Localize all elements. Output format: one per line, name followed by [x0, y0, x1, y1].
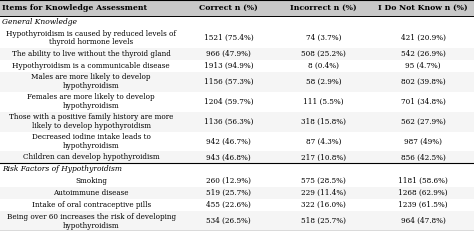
- Text: 519 (25.7%): 519 (25.7%): [206, 189, 251, 197]
- Text: Those with a positive family history are more
likely to develop hypothyroidism: Those with a positive family history are…: [9, 113, 173, 130]
- Text: 260 (12.9%): 260 (12.9%): [206, 177, 251, 185]
- Text: 95 (4.7%): 95 (4.7%): [405, 62, 441, 70]
- Text: The ability to live without the thyroid gland: The ability to live without the thyroid …: [12, 50, 171, 58]
- Text: 966 (47.9%): 966 (47.9%): [206, 50, 251, 58]
- Bar: [0, 28, 474, 48]
- Bar: [0, 187, 474, 199]
- Text: 701 (34.8%): 701 (34.8%): [401, 98, 446, 106]
- Bar: [0, 92, 474, 112]
- Text: Hypothyroidism is caused by reduced levels of
thyroid hormone levels: Hypothyroidism is caused by reduced leve…: [6, 30, 176, 46]
- Text: 1913 (94.9%): 1913 (94.9%): [204, 62, 254, 70]
- Text: 1136 (56.3%): 1136 (56.3%): [204, 118, 254, 126]
- Text: 534 (26.5%): 534 (26.5%): [206, 217, 251, 225]
- Text: 518 (25.7%): 518 (25.7%): [301, 217, 346, 225]
- Text: 1268 (62.9%): 1268 (62.9%): [398, 189, 448, 197]
- Text: 942 (46.7%): 942 (46.7%): [206, 137, 251, 146]
- Bar: [0, 152, 474, 163]
- Text: Decreased iodine intake leads to
hypothyroidism: Decreased iodine intake leads to hypothy…: [32, 133, 151, 150]
- Text: 318 (15.8%): 318 (15.8%): [301, 118, 346, 126]
- Text: Males are more likely to develop
hypothyroidism: Males are more likely to develop hypothy…: [31, 73, 151, 90]
- Text: 542 (26.9%): 542 (26.9%): [401, 50, 446, 58]
- Text: I Do Not Know n (%): I Do Not Know n (%): [378, 4, 468, 12]
- Bar: [0, 72, 474, 92]
- Text: 322 (16.0%): 322 (16.0%): [301, 201, 346, 209]
- Text: 508 (25.2%): 508 (25.2%): [301, 50, 346, 58]
- Bar: [0, 211, 474, 231]
- Text: Items for Knowledge Assessment: Items for Knowledge Assessment: [2, 4, 147, 12]
- Text: Smoking: Smoking: [75, 177, 107, 185]
- Text: 455 (22.6%): 455 (22.6%): [206, 201, 251, 209]
- Text: 1239 (61.5%): 1239 (61.5%): [398, 201, 448, 209]
- Bar: [0, 199, 474, 211]
- Text: Hypothyroidism is a communicable disease: Hypothyroidism is a communicable disease: [12, 62, 170, 70]
- Text: 421 (20.9%): 421 (20.9%): [401, 34, 446, 42]
- Text: Being over 60 increases the risk of developing
hypothyroidism: Being over 60 increases the risk of deve…: [7, 213, 176, 230]
- Text: 217 (10.8%): 217 (10.8%): [301, 153, 346, 161]
- Text: 987 (49%): 987 (49%): [404, 137, 442, 146]
- Bar: [0, 175, 474, 187]
- Text: 1156 (57.3%): 1156 (57.3%): [204, 78, 254, 86]
- Bar: [0, 163, 474, 175]
- Text: General Knowledge: General Knowledge: [2, 18, 77, 26]
- Text: 229 (11.4%): 229 (11.4%): [301, 189, 346, 197]
- Text: 8 (0.4%): 8 (0.4%): [308, 62, 339, 70]
- Bar: [0, 16, 474, 28]
- Bar: [0, 0, 474, 16]
- Text: Females are more likely to develop
hypothyroidism: Females are more likely to develop hypot…: [27, 93, 155, 110]
- Text: 87 (4.3%): 87 (4.3%): [306, 137, 341, 146]
- Text: 58 (2.9%): 58 (2.9%): [306, 78, 341, 86]
- Text: Risk Factors of Hypothyroidism: Risk Factors of Hypothyroidism: [2, 165, 122, 173]
- Text: Incorrect n (%): Incorrect n (%): [290, 4, 357, 12]
- Bar: [0, 60, 474, 72]
- Text: 111 (5.5%): 111 (5.5%): [303, 98, 344, 106]
- Text: 1204 (59.7%): 1204 (59.7%): [204, 98, 254, 106]
- Text: 964 (47.8%): 964 (47.8%): [401, 217, 446, 225]
- Bar: [0, 48, 474, 60]
- Text: 1521 (75.4%): 1521 (75.4%): [204, 34, 254, 42]
- Text: Intake of oral contraceptive pills: Intake of oral contraceptive pills: [32, 201, 151, 209]
- Text: 562 (27.9%): 562 (27.9%): [401, 118, 446, 126]
- Text: 943 (46.8%): 943 (46.8%): [206, 153, 251, 161]
- Text: 575 (28.5%): 575 (28.5%): [301, 177, 346, 185]
- Text: Correct n (%): Correct n (%): [200, 4, 258, 12]
- Text: 802 (39.8%): 802 (39.8%): [401, 78, 446, 86]
- Text: 856 (42.5%): 856 (42.5%): [401, 153, 446, 161]
- Text: Children can develop hypothyroidism: Children can develop hypothyroidism: [23, 153, 160, 161]
- Text: 74 (3.7%): 74 (3.7%): [306, 34, 341, 42]
- Text: 1181 (58.6%): 1181 (58.6%): [398, 177, 448, 185]
- Bar: [0, 131, 474, 152]
- Text: Autoimmune disease: Autoimmune disease: [54, 189, 129, 197]
- Bar: [0, 112, 474, 131]
